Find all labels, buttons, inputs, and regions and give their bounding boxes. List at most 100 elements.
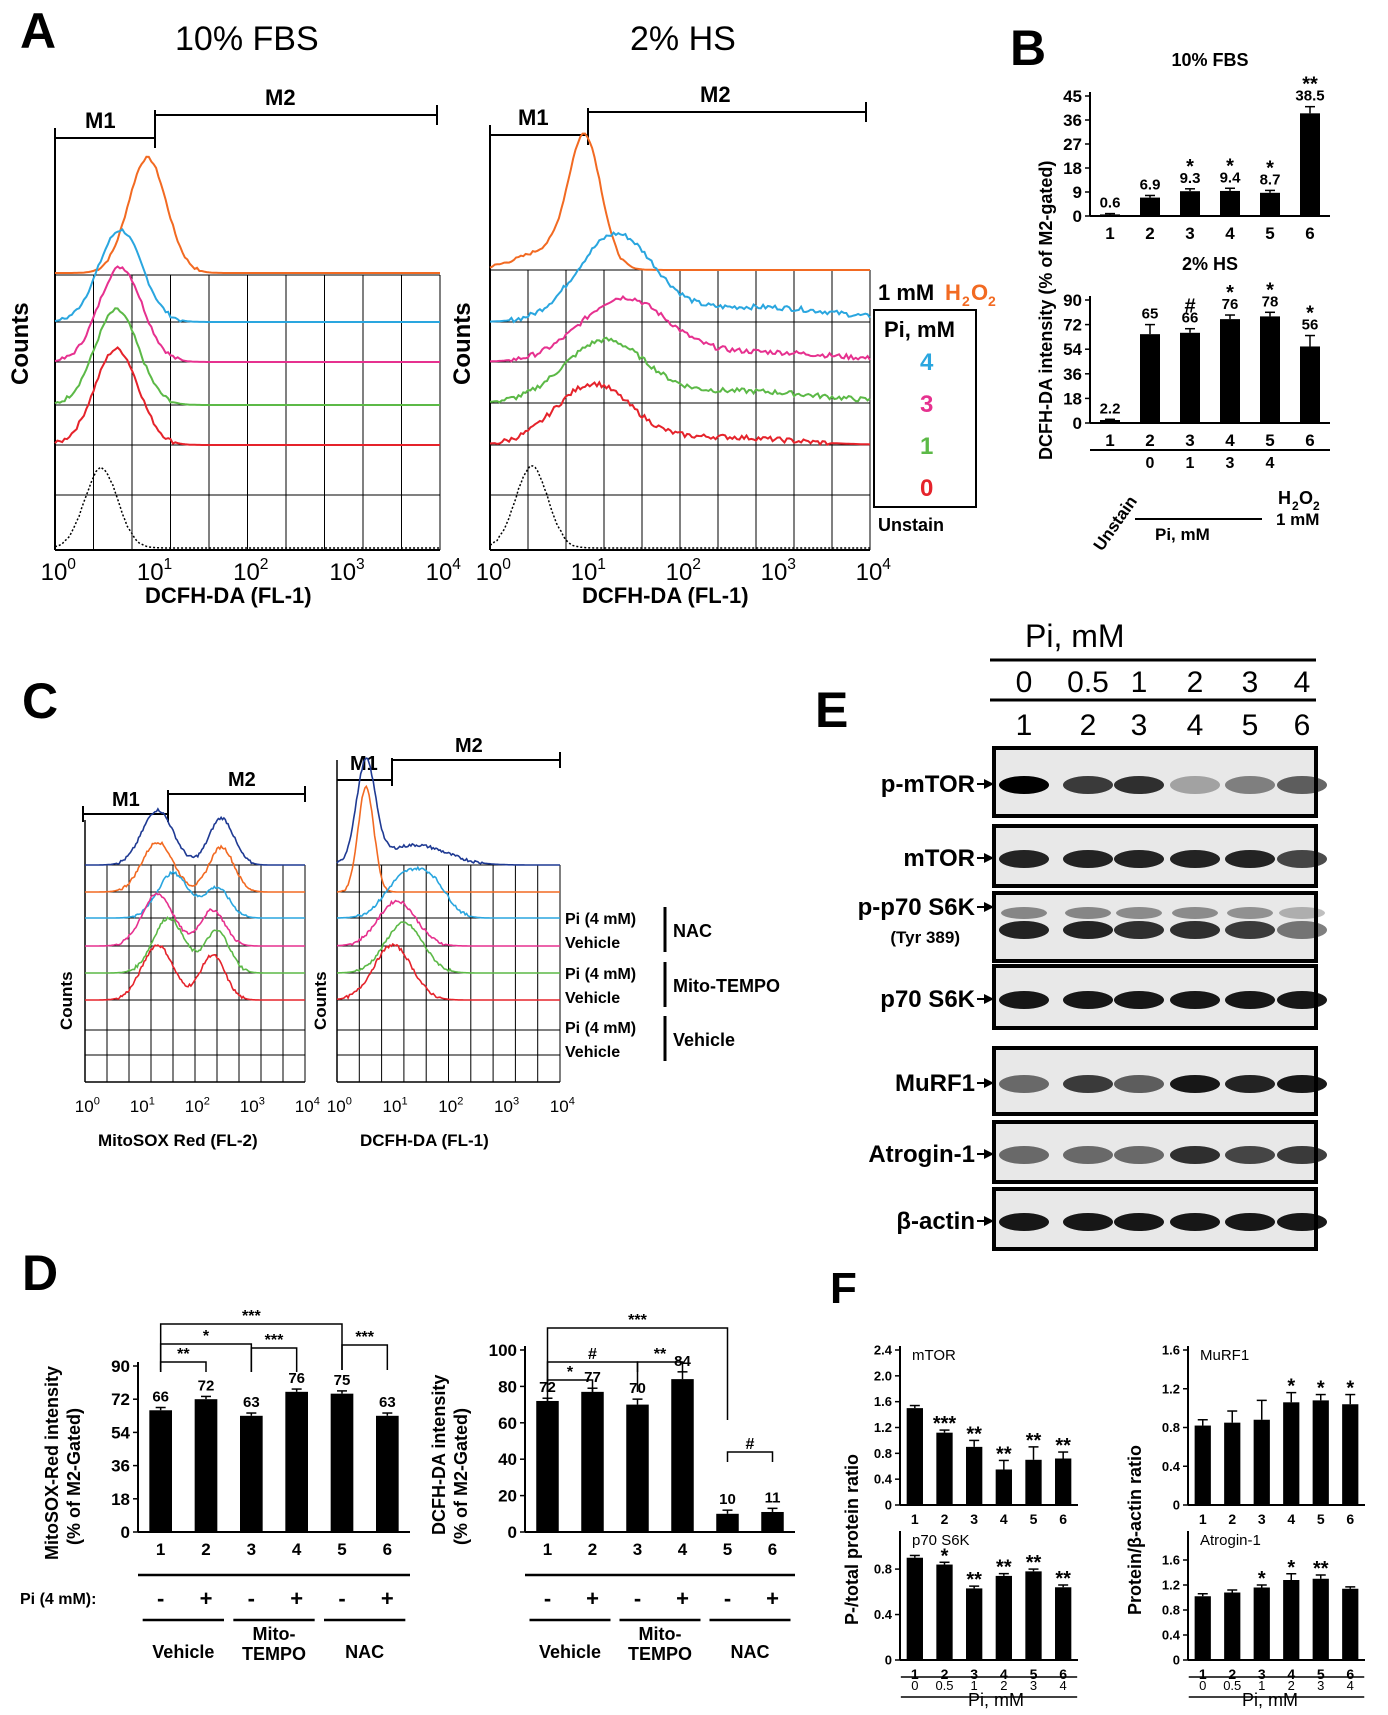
bar [1180, 191, 1200, 216]
data-label: 56 [1302, 317, 1319, 334]
panel-c-left-ylabel: Counts [57, 971, 76, 1030]
y-tick-label: 90 [1063, 291, 1082, 310]
blot-band [1063, 991, 1113, 1009]
blot-band [1172, 907, 1218, 919]
x-tick-label: 2 [1228, 1666, 1236, 1682]
blot-arrow-head [984, 853, 994, 863]
bar [1260, 316, 1280, 423]
significance-mark: * [203, 1328, 210, 1345]
x-tick-label: 6 [768, 1540, 777, 1559]
significance-mark: ** [1302, 74, 1318, 96]
blot-band [999, 921, 1049, 939]
blot-band [1170, 850, 1220, 868]
blot-band [1114, 776, 1164, 794]
histogram-trace [336, 784, 560, 893]
x-tick-labels: 100 101 102 103 104 [327, 1095, 575, 1116]
bar [194, 1399, 218, 1532]
legend-nac-pi: Pi (4 mM) [565, 911, 636, 928]
blot-sublabel: (Tyr 389) [890, 928, 960, 947]
legend-h2o2-h: H [945, 280, 961, 305]
x-tick-labels: 100 101 102 103 104 [75, 1095, 320, 1116]
x-tick-label: 1 [156, 1540, 165, 1559]
blot-row: Atrogin-1 [868, 1120, 1327, 1184]
blot-band [1277, 1146, 1327, 1164]
panel-b-h2o2-sub2: 2 [1313, 499, 1320, 513]
significance-mark: ** [996, 1443, 1012, 1465]
data-label: 76 [1222, 296, 1239, 313]
data-label: 9.4 [1220, 169, 1242, 186]
blot-label: p-p70 S6K [858, 894, 976, 921]
blot-band [1063, 921, 1113, 939]
blot-band [1225, 991, 1275, 1009]
blot-row: mTOR [903, 824, 1327, 888]
x-tick-label: 104 [295, 1095, 320, 1116]
x-tick-label: 4 [678, 1540, 688, 1559]
blot-band [1063, 1146, 1113, 1164]
blot-band [1063, 1213, 1113, 1231]
panel-f-left-xlabel: Pi, mM [968, 1690, 1024, 1710]
bar [1253, 1419, 1270, 1505]
y-tick-label: 18 [1063, 389, 1082, 408]
histogram-trace [85, 944, 305, 1001]
bar [1220, 190, 1240, 216]
legend-pi-title: Pi, mM [884, 317, 955, 342]
significance-mark: ** [966, 1569, 982, 1591]
concentration-label: 0.5 [1223, 1678, 1241, 1693]
bar [936, 1564, 953, 1660]
x-tick-label: 1 [1105, 224, 1114, 243]
data-label: 75 [334, 1372, 351, 1389]
data-label: 77 [584, 1369, 601, 1386]
x-tick-label: 104 [426, 556, 462, 586]
y-tick-label: 40 [498, 1450, 517, 1469]
gate-m1-label: M1 [518, 105, 549, 130]
x-tick-label: 5 [1030, 1511, 1038, 1527]
legend-box [873, 309, 977, 508]
data-label: 2.2 [1100, 400, 1121, 417]
blot-band [1114, 1213, 1164, 1231]
bar [1140, 334, 1160, 423]
significance-mark: ** [177, 1346, 190, 1363]
significance-bracket [341, 1344, 389, 1370]
y-tick-label: 54 [111, 1423, 130, 1442]
legend-unstain: Unstain [878, 515, 944, 535]
legend-h2o2-sub2: 2 [988, 293, 996, 309]
bar [906, 1557, 923, 1660]
significance-mark: # [588, 1346, 597, 1363]
panel-f-letter: F [830, 1264, 857, 1313]
concentration-label: 0 [1199, 1678, 1206, 1693]
y-tick-label: 1.2 [1162, 1381, 1180, 1396]
significance-mark: * [1306, 303, 1314, 325]
data-label: 66 [1182, 310, 1199, 327]
histogram-trace [85, 841, 305, 893]
chart-inner-label: mTOR [912, 1347, 956, 1364]
data-label: 0.6 [1100, 195, 1121, 212]
panel-a-letter: A [20, 3, 56, 59]
x-tick-label: 3 [1258, 1511, 1266, 1527]
bar [285, 1391, 308, 1532]
x-tick-label: 5 [1030, 1666, 1038, 1682]
data-label: 11 [765, 1489, 781, 1506]
bar [1100, 419, 1120, 423]
x-tick-label: 2 [941, 1511, 949, 1527]
chart-inner-label: MuRF1 [1200, 1347, 1249, 1364]
x-tick-label: 4 [1000, 1511, 1008, 1527]
y-tick-label: 0 [1173, 1653, 1180, 1668]
group-label: TEMPO [628, 1644, 692, 1664]
panel-a-left-histogram: M1 M2 Counts 100 101 102 103 104 DCFH-DA (FL… [7, 85, 461, 608]
y-tick-label: 0.4 [874, 1607, 893, 1622]
x-tick-label: 5 [1317, 1666, 1325, 1682]
bar [581, 1391, 604, 1532]
treatment-sign: + [766, 1586, 779, 1611]
x-tick-label: 1 [1105, 431, 1114, 450]
x-tick-label: 102 [666, 556, 701, 586]
bar [995, 1575, 1012, 1660]
significance-mark: *** [933, 1413, 957, 1435]
x-tick-label: 2 [1145, 224, 1154, 243]
legend-mito-group: Mito-TEMPO [673, 976, 780, 996]
blot-band [1116, 907, 1162, 919]
treatment-sign: + [290, 1586, 303, 1611]
blot-band [1225, 776, 1275, 794]
legend-pi-3: 3 [920, 391, 933, 418]
chart-title: 2% HS [1182, 254, 1238, 274]
